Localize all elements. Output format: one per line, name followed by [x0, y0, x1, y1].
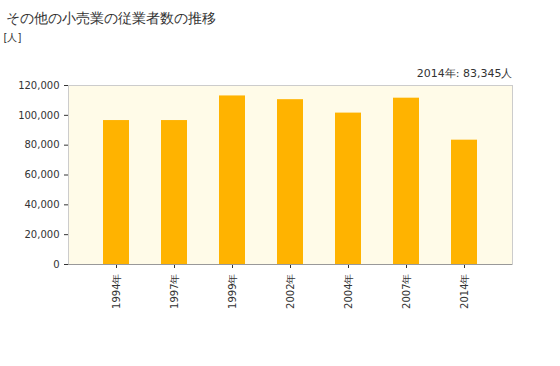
- svg-text:2007年: 2007年: [401, 274, 412, 309]
- html-text:その他の小売業の従業者数の推移: その他の小売業の従業者数の推移: [6, 10, 216, 26]
- svg-text:40,000: 40,000: [25, 199, 60, 210]
- svg-text:100,000: 100,000: [18, 110, 59, 121]
- svg-text:120,000: 120,000: [18, 80, 59, 91]
- svg-text:[人]: [人]: [4, 32, 22, 43]
- svg-text:2014年: 2014年: [459, 274, 470, 309]
- svg-text:60,000: 60,000: [25, 169, 60, 180]
- svg-text:1994年: 1994年: [111, 274, 122, 309]
- svg-text:1997年: 1997年: [169, 274, 180, 309]
- svg-text:0: 0: [53, 259, 59, 270]
- svg-text:20,000: 20,000: [25, 229, 60, 240]
- svg-text:80,000: 80,000: [25, 139, 60, 150]
- svg-text:2004年: 2004年: [343, 274, 354, 309]
- svg-text:2002年: 2002年: [285, 274, 296, 309]
- svg-text:2014年: 83,345人: 2014年: 83,345人: [417, 67, 513, 80]
- svg-text:1999年: 1999年: [227, 274, 238, 309]
